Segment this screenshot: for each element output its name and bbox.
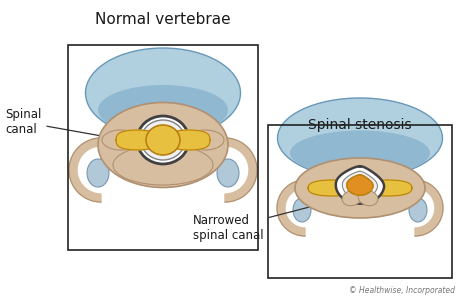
Polygon shape xyxy=(414,180,442,236)
Ellipse shape xyxy=(146,125,179,155)
Ellipse shape xyxy=(141,120,185,160)
Ellipse shape xyxy=(217,159,239,187)
Ellipse shape xyxy=(113,145,213,185)
Ellipse shape xyxy=(289,130,429,176)
Bar xyxy=(68,45,257,250)
Polygon shape xyxy=(346,175,372,195)
Text: © Healthwise, Incorporated: © Healthwise, Incorporated xyxy=(348,286,454,295)
Ellipse shape xyxy=(408,198,426,222)
Polygon shape xyxy=(69,138,101,202)
Polygon shape xyxy=(116,130,157,150)
Polygon shape xyxy=(224,138,257,202)
Ellipse shape xyxy=(294,158,424,218)
Polygon shape xyxy=(335,166,383,204)
Text: Spinal stenosis: Spinal stenosis xyxy=(308,118,411,132)
Ellipse shape xyxy=(358,190,377,206)
Ellipse shape xyxy=(277,98,442,178)
Bar xyxy=(268,125,451,278)
Ellipse shape xyxy=(98,85,228,135)
Ellipse shape xyxy=(137,116,189,164)
Ellipse shape xyxy=(341,190,361,206)
Polygon shape xyxy=(276,180,304,236)
Polygon shape xyxy=(341,171,377,199)
Polygon shape xyxy=(168,130,210,150)
Ellipse shape xyxy=(98,103,228,188)
Text: Spinal
canal: Spinal canal xyxy=(5,108,138,142)
Text: Narrowed
spinal canal: Narrowed spinal canal xyxy=(193,197,348,242)
Polygon shape xyxy=(308,180,355,196)
Text: Normal vertebrae: Normal vertebrae xyxy=(95,12,230,27)
Ellipse shape xyxy=(85,48,240,138)
Ellipse shape xyxy=(185,130,224,150)
Polygon shape xyxy=(363,180,411,196)
Ellipse shape xyxy=(87,159,109,187)
Ellipse shape xyxy=(102,130,140,150)
Ellipse shape xyxy=(292,198,310,222)
